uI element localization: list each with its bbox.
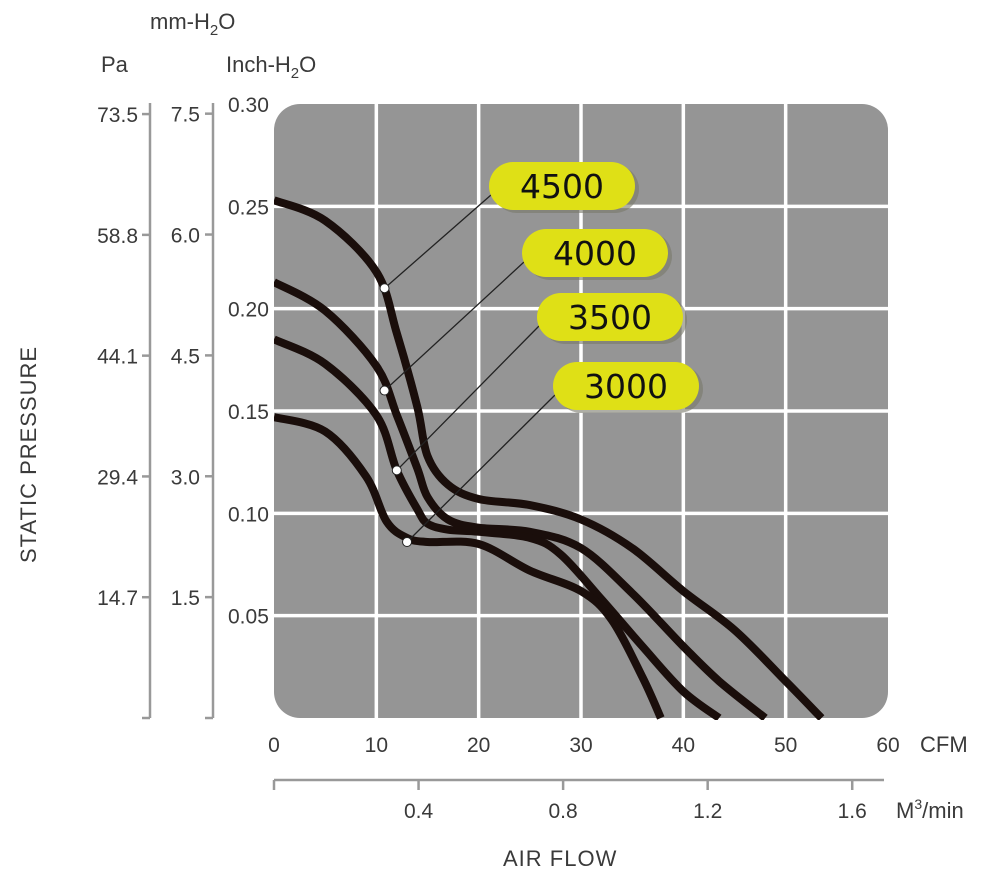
y-tick-label-pa: 58.8: [97, 225, 138, 248]
y-tick-labels: 0.30 0.25 0.20 0.15 0.10 0.05 7.5 6.0 4.5 3.0 1.5 7…: [97, 94, 269, 629]
curve-3000: [274, 413, 665, 720]
x-tick-label-cfm: 60: [876, 734, 899, 757]
badge-label-4000: 4000: [553, 234, 637, 273]
y-tick-label-pa: 29.4: [97, 466, 138, 489]
y-tick-label-mmh2o: 3.0: [171, 466, 200, 489]
badge-3500: [537, 293, 683, 341]
y-tick-label-inch: 0.20: [228, 299, 269, 322]
unit-inch-h2o: Inch-H2O: [226, 52, 316, 82]
curve-marker-4000: [379, 385, 390, 396]
leader-line-4000: [384, 261, 525, 392]
x-tick-labels: 0 10 20 30 40 50 60 0.4 0.8 1.2 1.6: [268, 734, 900, 823]
pressure-scales: [142, 103, 215, 720]
y-tick-label-mmh2o: 4.5: [171, 345, 200, 368]
y-tick-label-pa: 73.5: [97, 104, 138, 127]
x-tick-label-m3min: 0.4: [404, 800, 434, 823]
unit-mmh2o: mm-H2O: [150, 9, 235, 39]
y-tick-label-inch: 0.25: [228, 196, 269, 219]
badge-label-3000: 3000: [584, 367, 668, 406]
x-tick-label-m3min: 0.8: [549, 800, 578, 823]
unit-pa: Pa: [101, 52, 129, 77]
badge-4000: [522, 229, 668, 277]
y-tick-label-mmh2o: 1.5: [171, 587, 200, 610]
unit-cfm: CFM: [920, 732, 968, 757]
badge-label-3500: 3500: [568, 298, 652, 337]
y-tick-label-inch: 0.10: [228, 503, 269, 526]
curve-3500: [274, 335, 722, 720]
fan-curves: [274, 196, 825, 720]
x-tick-label-m3min: 1.6: [838, 800, 867, 823]
y-tick-label-mmh2o: 7.5: [171, 104, 200, 127]
y-tick-label-inch: 0.30: [228, 94, 269, 117]
badge-label-4500: 4500: [520, 167, 604, 206]
x-tick-label-m3min: 1.2: [693, 800, 722, 823]
x-tick-label-cfm: 50: [774, 734, 797, 757]
x-tick-label-cfm: 0: [268, 734, 280, 757]
leader-line-3500: [396, 325, 540, 471]
x-tick-label-cfm: 10: [365, 734, 388, 757]
x-axis-title: AIR FLOW: [503, 846, 617, 871]
y-tick-label-mmh2o: 6.0: [171, 225, 200, 248]
curve-marker-3000: [402, 536, 413, 547]
y-tick-label-inch: 0.05: [228, 606, 269, 629]
badge-4500: [489, 162, 635, 210]
y-tick-label-pa: 14.7: [97, 587, 138, 610]
curve-marker-3500: [391, 465, 402, 476]
y-tick-label-pa: 44.1: [97, 346, 138, 369]
unit-m3min: M3/min: [896, 796, 964, 823]
x-tick-label-cfm: 20: [467, 734, 490, 757]
leader-line-4500: [384, 194, 492, 289]
badge-3000: [553, 362, 699, 410]
speed-labels: 4500 4000 3500 3000: [489, 162, 703, 413]
speed-leader-lines: [379, 194, 556, 547]
y-axis-title: STATIC PRESSURE: [16, 346, 41, 563]
curve-4000: [274, 278, 768, 720]
x-tick-label-cfm: 40: [672, 734, 695, 757]
x-tick-label-cfm: 30: [569, 734, 592, 757]
curve-marker-4500: [379, 283, 390, 294]
leader-line-3000: [406, 394, 556, 543]
y-tick-label-inch: 0.15: [228, 401, 269, 424]
